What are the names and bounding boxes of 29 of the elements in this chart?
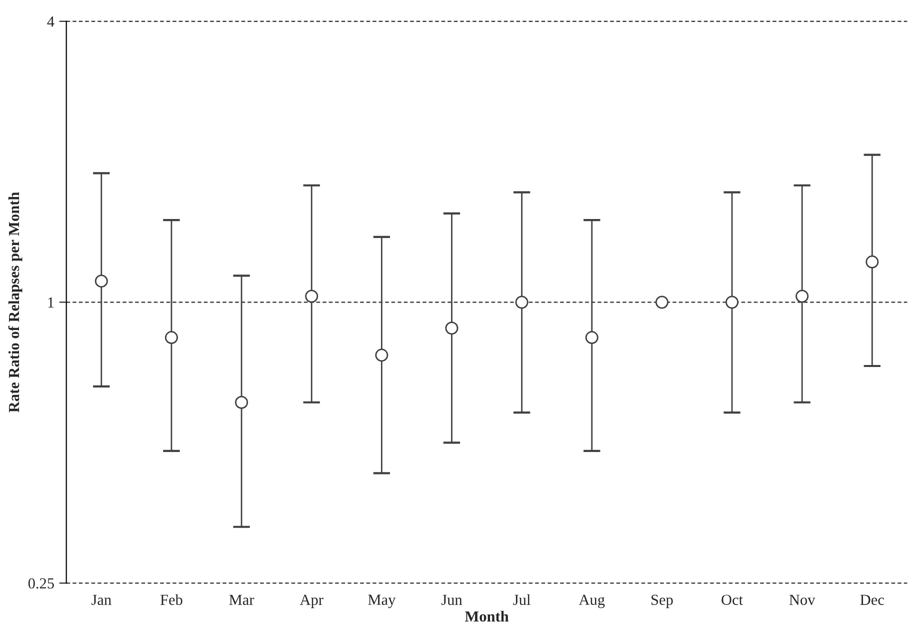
point (305, 290, 318, 303)
point (515, 296, 528, 309)
x-tick-label: Apr (300, 594, 324, 608)
x-tick-label: Sep (652, 594, 673, 608)
x-tick-label: Nov (789, 594, 816, 605)
x-tick-label: Aug (578, 594, 605, 608)
x-tick-label: Oct (722, 594, 743, 605)
point (796, 290, 809, 303)
x-tick-label: Jun (441, 594, 462, 605)
y-tick-label: 1 (48, 297, 54, 308)
point (655, 296, 668, 309)
x-tick-label: Jan (92, 594, 112, 605)
point (94, 274, 108, 288)
y-tick-label: 4 (47, 16, 54, 27)
point (585, 331, 598, 344)
point (235, 396, 248, 409)
point (726, 296, 739, 309)
y-tick-label: 0.25 (28, 578, 54, 589)
x-tick-label: Dec (860, 594, 884, 605)
point (866, 255, 879, 268)
x-tick-label: Mar (229, 594, 254, 605)
point (445, 322, 458, 335)
x-tick-label: Jul (513, 594, 530, 605)
x-tick-label: Feb (160, 594, 182, 605)
point (164, 331, 178, 344)
x-axis-title: Month (464, 610, 509, 622)
y-axis-title: Rate Ratio of Relapses per Month (8, 192, 22, 412)
x-tick-label: May (368, 594, 396, 608)
point (375, 348, 388, 362)
